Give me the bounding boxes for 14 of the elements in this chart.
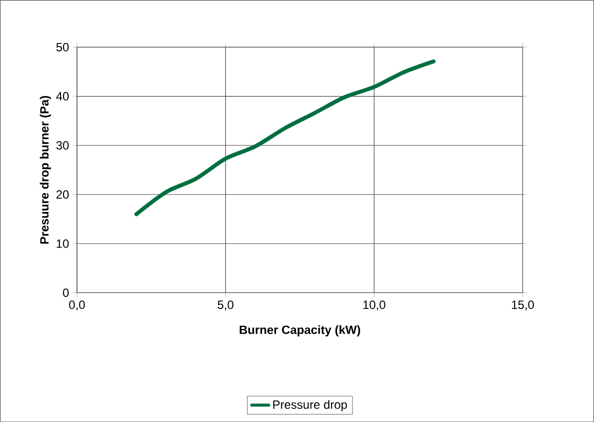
x-tick-label: 0,0 bbox=[69, 300, 85, 310]
x-tick-label: 15,0 bbox=[512, 300, 534, 310]
y-tick-label: 50 bbox=[56, 42, 69, 52]
legend-label: Pressure drop bbox=[273, 400, 347, 412]
y-tick-label: 40 bbox=[56, 92, 69, 100]
y-tick-label: 30 bbox=[56, 141, 69, 150]
y-axis-title: Presuure drop burner (Pa) bbox=[40, 96, 52, 244]
x-tick-label: 5,0 bbox=[218, 300, 234, 310]
line-series bbox=[134, 59, 436, 216]
y-tick-label: 10 bbox=[56, 239, 69, 248]
y-tick-label: 20 bbox=[56, 190, 69, 199]
y-tick-label: 0 bbox=[62, 288, 69, 297]
x-tick-label: 10,0 bbox=[363, 300, 386, 310]
x-axis-title: Burner Capacity (kW) bbox=[240, 325, 360, 336]
